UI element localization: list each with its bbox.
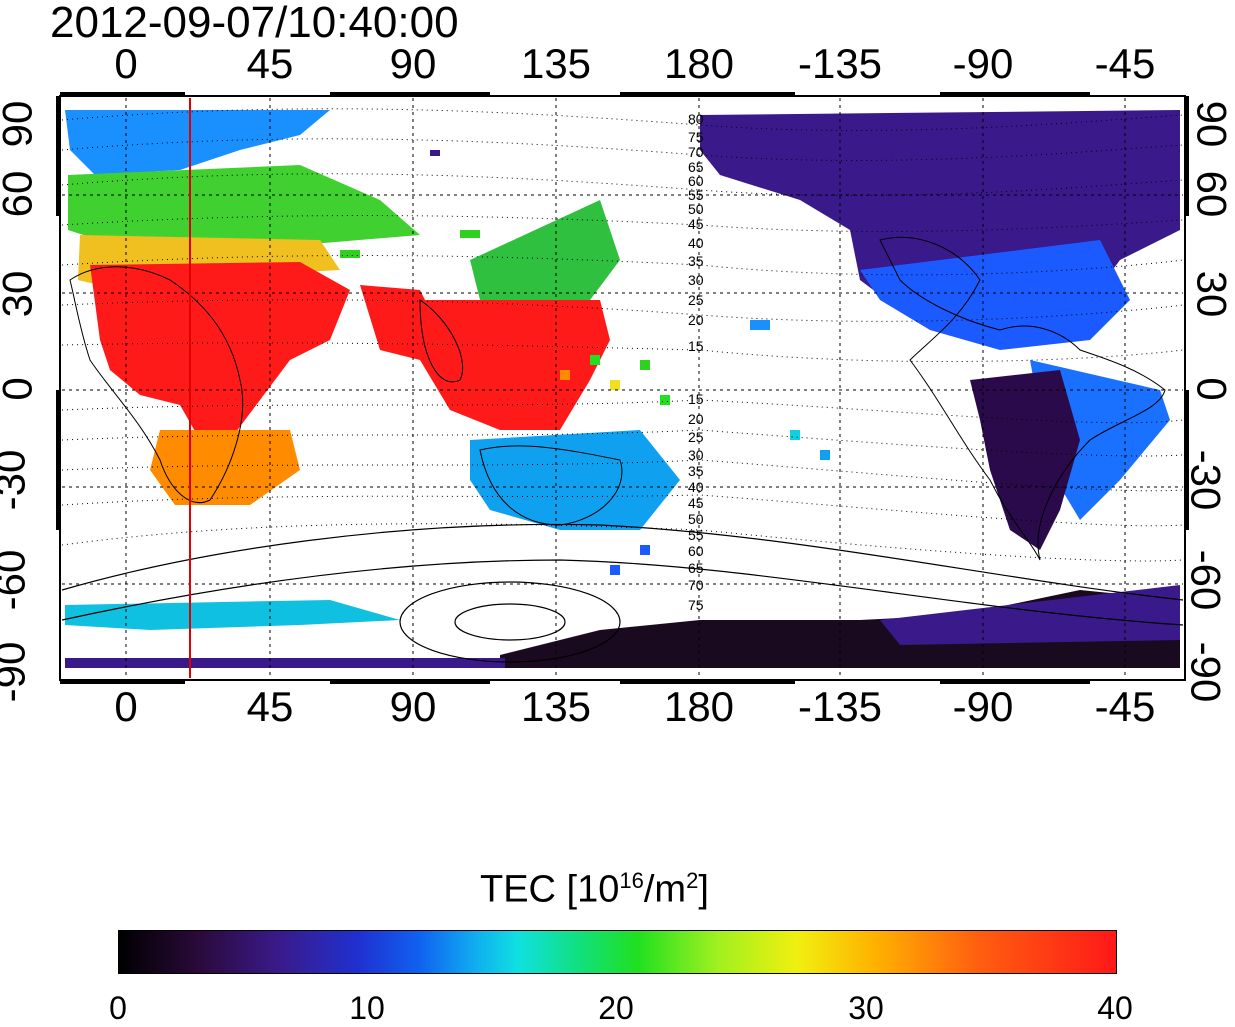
- contour-label: 20: [688, 312, 704, 328]
- contour-labels-north: 80 75 70 65 60 55 50 45 40 35 30 25 20 1…: [688, 111, 704, 354]
- north-america-blue: [860, 240, 1130, 350]
- top-tick: -90: [952, 40, 1014, 87]
- top-tick: 135: [520, 40, 592, 87]
- graticule: [62, 98, 1183, 678]
- contour-label: 70: [688, 144, 704, 160]
- contour-label: 45: [688, 495, 704, 511]
- contour-label: 30: [688, 447, 704, 463]
- colorbar-tick: 30: [848, 990, 884, 1026]
- contour-label: 35: [688, 253, 704, 269]
- contour-label: 80: [688, 111, 704, 127]
- bottom-tick: -135: [797, 683, 883, 730]
- south-contours: [61, 523, 1184, 663]
- africa-orange: [150, 430, 300, 505]
- colorbar-tick: 40: [1097, 990, 1133, 1026]
- contour-label: 65: [688, 159, 704, 175]
- colorbar-label-exponent2: 2: [686, 868, 699, 893]
- bottom-tick: 90: [389, 683, 437, 730]
- europe-region: [65, 110, 330, 175]
- contour-label: 35: [688, 463, 704, 479]
- south-strip-purple: [65, 658, 505, 668]
- top-tick: 45: [246, 40, 294, 87]
- map-border-bars: [56, 92, 1189, 684]
- colorbar-label-suffix: ]: [698, 868, 709, 911]
- south-strip-colors: [65, 600, 400, 630]
- top-tick: 180: [663, 40, 735, 87]
- colorbar-label-exponent: 16: [619, 868, 644, 893]
- contour-label: 50: [688, 201, 704, 217]
- asia-green: [470, 200, 620, 300]
- mag-contours: [61, 108, 1184, 562]
- top-tick: -45: [1094, 40, 1156, 87]
- coastlines: [69, 236, 1166, 561]
- colorbar: [118, 930, 1117, 974]
- contour-label: 25: [688, 429, 704, 445]
- contour-label: 65: [688, 560, 704, 576]
- contour-label: 40: [688, 479, 704, 495]
- colorbar-tick: 0: [109, 990, 127, 1026]
- bottom-tick: 135: [520, 683, 592, 730]
- colorbar-label-prefix: TEC [10: [480, 868, 620, 911]
- south-america-dark: [970, 370, 1080, 550]
- contour-label: 70: [688, 577, 704, 593]
- bottom-tick: 180: [663, 683, 735, 730]
- colorbar-label-unit: /m: [643, 868, 687, 911]
- contour-label: 15: [688, 338, 704, 354]
- tec-data: [65, 110, 1180, 668]
- contour-label: 25: [688, 292, 704, 308]
- contour-label: 50: [688, 511, 704, 527]
- contour-label: 75: [688, 597, 704, 613]
- bottom-tick: -45: [1094, 683, 1156, 730]
- contour-label: 45: [688, 216, 704, 232]
- contour-label: 15: [688, 391, 704, 407]
- colorbar-tick: 20: [598, 990, 634, 1026]
- contour-label: 60: [688, 543, 704, 559]
- australia-blue: [470, 430, 680, 530]
- colorbar-label: TEC [1016/m2]: [480, 868, 709, 912]
- top-tick: 90: [389, 40, 437, 87]
- europe-green: [68, 165, 420, 250]
- top-tick: -135: [797, 40, 883, 87]
- contour-labels-south: 15 20 25 30 35 40 45 50 55 60 65 70 75: [688, 391, 704, 613]
- africa-red: [90, 262, 350, 440]
- scattered-pixels: [340, 150, 830, 575]
- contour-label: 55: [688, 527, 704, 543]
- asia-red: [410, 300, 610, 430]
- map-title: 2012-09-07/10:40:00: [50, 0, 459, 47]
- antarctica-purple: [880, 585, 1180, 645]
- top-tick: 0: [114, 40, 138, 87]
- contour-label: 30: [688, 272, 704, 288]
- colorbar-tick: 10: [349, 990, 385, 1026]
- contour-label: 75: [688, 129, 704, 145]
- contour-label: 20: [688, 411, 704, 427]
- bottom-tick: 0: [114, 683, 138, 730]
- contour-label: 60: [688, 173, 704, 189]
- contour-label: 55: [688, 187, 704, 203]
- bottom-tick: 45: [246, 683, 294, 730]
- bottom-tick: -90: [952, 683, 1014, 730]
- contour-label: 40: [688, 235, 704, 251]
